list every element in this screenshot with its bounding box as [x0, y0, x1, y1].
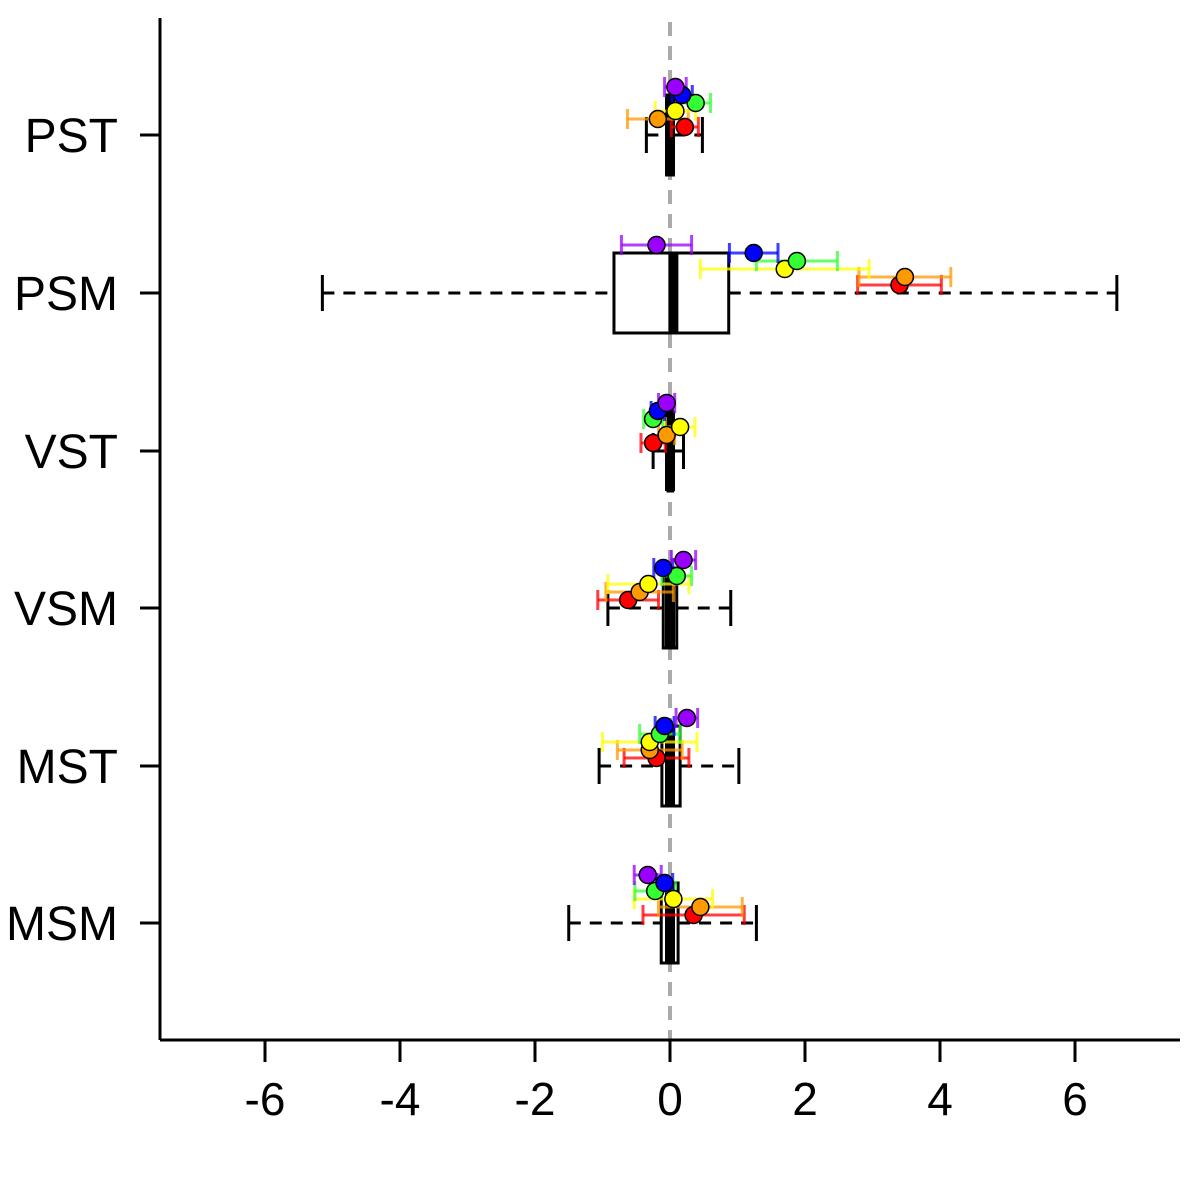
point-psm-1	[895, 267, 915, 287]
point-msm-5	[638, 865, 657, 885]
point-pst-1	[648, 109, 668, 129]
category-label-vst: VST	[25, 426, 118, 479]
point-mst-5	[677, 708, 697, 728]
point-pst-3	[686, 93, 705, 113]
point-pst-0	[675, 117, 695, 137]
point-msm-2	[664, 889, 683, 909]
error-bar-layer	[596, 77, 953, 925]
x-tick-label: -6	[245, 1073, 286, 1125]
point-vst-5	[657, 393, 676, 413]
category-label-msm: MSM	[6, 898, 118, 951]
point-mst-4	[655, 716, 674, 736]
point-msm-1	[691, 897, 710, 917]
point-pst-2	[666, 101, 685, 121]
box-layer	[320, 93, 1119, 965]
point-layer	[618, 77, 915, 925]
x-tick-label: -4	[380, 1073, 421, 1125]
category-label-pst: PST	[25, 110, 118, 163]
box-mst	[597, 724, 741, 808]
x-tick-label: -2	[515, 1073, 556, 1125]
point-vst-2	[670, 417, 690, 437]
axis-layer: -6 -4 -2 0 2 4 6 PST PSM VST VSM MST MSM	[6, 18, 1180, 1125]
category-label-mst: MST	[17, 741, 118, 794]
point-psm-3	[787, 251, 807, 271]
category-label-vsm: VSM	[14, 583, 118, 636]
x-tick-label: 4	[927, 1073, 953, 1125]
point-vsm-5	[674, 550, 693, 570]
x-tick-label: 0	[657, 1073, 683, 1125]
point-psm-5	[647, 235, 666, 255]
point-pst-5	[666, 77, 685, 97]
point-vst-1	[657, 425, 676, 445]
point-vsm-2	[639, 574, 658, 594]
point-vsm-4	[654, 558, 673, 578]
box-psm	[320, 251, 1119, 335]
point-msm-4	[655, 873, 674, 893]
x-tick-label: 2	[792, 1073, 818, 1125]
x-tick-label: 6	[1062, 1073, 1088, 1125]
point-psm-4	[744, 243, 763, 263]
point-vst-0	[643, 433, 663, 453]
category-label-psm: PSM	[14, 268, 118, 321]
point-vsm-3	[667, 566, 686, 586]
